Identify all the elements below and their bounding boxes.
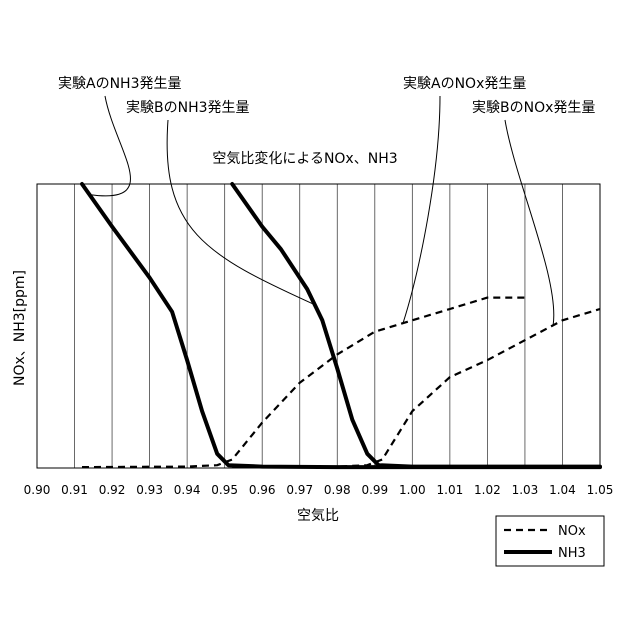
callout-leader-line	[504, 119, 555, 326]
series-callout-label: 実験AのNOx発生量	[403, 76, 526, 92]
x-tick-label: 1.05	[587, 483, 614, 497]
x-tick-label: 0.95	[211, 483, 238, 497]
x-axis-label: 空気比	[297, 508, 339, 524]
callout-leader-line	[166, 119, 315, 306]
x-tick-labels: 0.90 0.91 0.92 0.93 0.94 0.95 0.96 0.97 0.98 0.99…	[24, 483, 614, 497]
x-tick-label: 0.99	[361, 483, 388, 497]
series-layer	[80, 182, 602, 470]
x-tick-label: 0.90	[24, 483, 51, 497]
callout-leader-line	[89, 95, 131, 197]
x-tick-label: 1.04	[549, 483, 576, 497]
x-tick-label: 1.02	[474, 483, 501, 497]
x-tick-label: 0.97	[286, 483, 313, 497]
x-tick-label: 0.94	[174, 483, 201, 497]
series-callout-label: 実験AのNH3発生量	[58, 76, 181, 92]
chart-title: 空気比変化によるNOx、NH3	[212, 150, 397, 167]
series-line-nox-3	[232, 307, 601, 469]
series-line-nox-2	[81, 296, 525, 469]
y-axis-label: NOx、NH3[ppm]	[12, 270, 28, 386]
x-tick-label: 1.01	[437, 483, 464, 497]
grid	[74, 184, 563, 468]
x-tick-label: 0.93	[136, 483, 163, 497]
series-line-nh3-0	[80, 182, 602, 470]
x-tick-label: 0.91	[61, 483, 88, 497]
x-tick-label: 0.98	[324, 483, 351, 497]
series-callout-label: 実験BのNH3発生量	[126, 100, 250, 116]
legend-label-nh3: NH3	[558, 546, 586, 561]
legend-label-nox: NOx	[558, 524, 586, 539]
legend-box	[495, 515, 605, 567]
legend: NOx NH3	[495, 515, 605, 567]
plot-frame	[36, 183, 601, 469]
x-tick-label: 1.03	[512, 483, 539, 497]
series-callout-label: 実験BのNOx発生量	[472, 100, 595, 116]
x-tick-label: 0.96	[249, 483, 276, 497]
callout-leader-line	[402, 95, 441, 324]
x-tick-label: 0.92	[99, 483, 126, 497]
x-tick-label: 1.00	[399, 483, 426, 497]
series-line-nh3-1	[230, 182, 602, 469]
